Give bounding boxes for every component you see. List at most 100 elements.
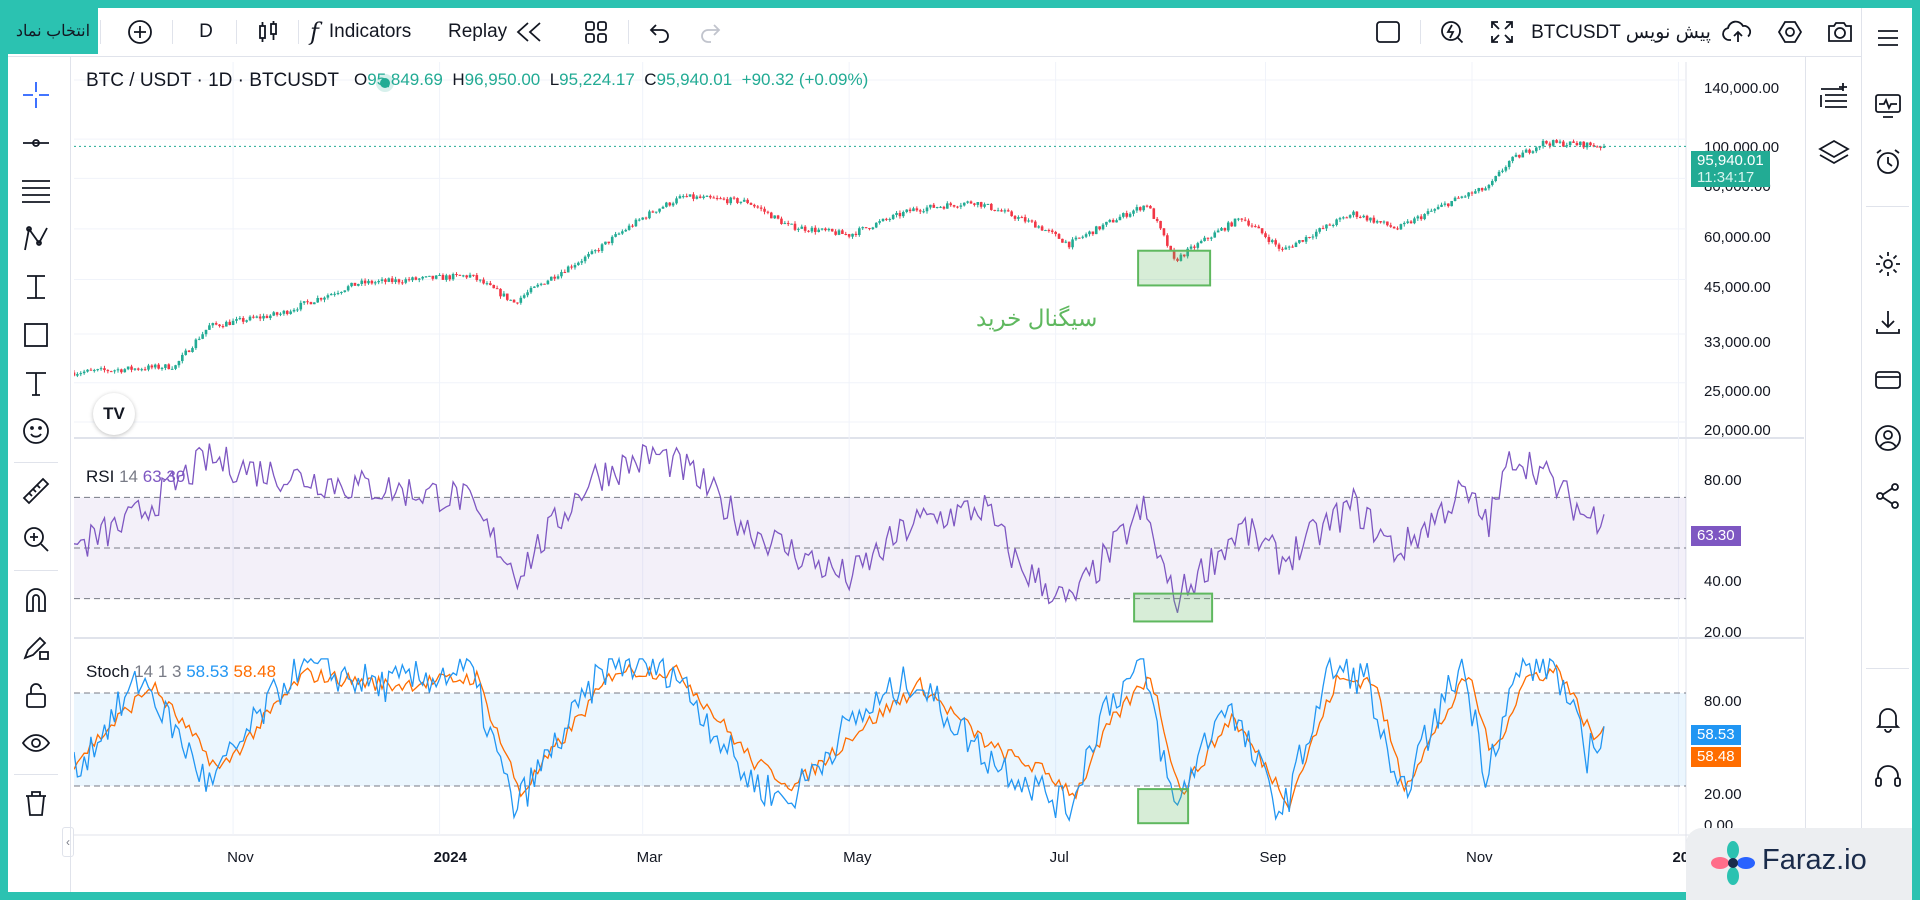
candle-body — [803, 226, 807, 231]
candle-body — [1027, 220, 1030, 222]
candle-body — [326, 295, 330, 298]
watchlist-button[interactable] — [1862, 84, 1912, 128]
candle-body — [1260, 228, 1264, 234]
emoji-tool[interactable] — [14, 411, 58, 451]
candle-body — [1023, 217, 1027, 222]
candle-body — [99, 368, 103, 370]
share-button[interactable] — [1862, 474, 1912, 518]
support-button[interactable] — [1862, 754, 1912, 798]
candle-body — [1281, 248, 1284, 250]
candle-body — [258, 316, 262, 319]
layout-button[interactable] — [574, 8, 618, 56]
ruler-icon — [22, 477, 50, 505]
candle-body — [1419, 216, 1423, 220]
stoch-legend[interactable]: Stoch 14 1 3 58.53 58.48 — [86, 662, 276, 682]
candle-body — [905, 209, 908, 212]
candle-body — [1257, 226, 1261, 229]
rsi-value: 63.30 — [142, 467, 186, 486]
candle-body — [705, 195, 709, 197]
function-icon: f — [310, 18, 319, 46]
publish-draft-label[interactable]: BTCUSDT پیش نویس — [1531, 21, 1711, 43]
candle-body — [874, 222, 878, 228]
fullscreen-window-button[interactable] — [1366, 8, 1410, 56]
candle-body — [1010, 211, 1013, 217]
candle-body — [593, 250, 597, 252]
settings-gear-button[interactable] — [1862, 242, 1912, 286]
fullscreen-button[interactable] — [1480, 8, 1524, 56]
candle-body — [577, 262, 580, 266]
alerts-button[interactable] — [1862, 140, 1912, 184]
download-button[interactable] — [1862, 300, 1912, 344]
candle-body — [1582, 141, 1585, 148]
chart-pane[interactable] — [74, 62, 1804, 882]
replay-label: Replay — [448, 21, 508, 42]
watermark-badge — [1686, 828, 1912, 900]
indicators-button[interactable]: f Indicators — [310, 8, 440, 56]
candle-body — [1030, 220, 1034, 222]
object-tree-button[interactable] — [1806, 75, 1862, 119]
collapse-toolbar-button[interactable]: ‹ — [62, 827, 74, 857]
text-tool[interactable] — [14, 363, 58, 403]
candle-body — [1277, 244, 1281, 249]
candle-body — [783, 223, 787, 225]
menu-button[interactable] — [1862, 16, 1912, 60]
layers-button[interactable] — [1806, 131, 1862, 175]
fib-tool[interactable] — [14, 171, 58, 211]
last-price: 95,940.01 — [1697, 152, 1764, 169]
tradingview-logo[interactable]: TV — [93, 393, 135, 435]
candle-body — [763, 208, 766, 212]
last-price-tag: 95,940.01 11:34:17 — [1691, 151, 1770, 187]
candle-body — [1267, 237, 1271, 242]
quick-search-button[interactable] — [1430, 8, 1474, 56]
shape-tool[interactable] — [14, 315, 58, 355]
candle-body — [1595, 146, 1599, 148]
hide-drawings-tool[interactable] — [14, 723, 58, 763]
candle-body — [1514, 154, 1518, 157]
price-axis-label: 60,000.00 — [1704, 228, 1771, 246]
candle-body — [925, 207, 929, 212]
candle-body — [1399, 224, 1403, 230]
market-status-dot[interactable] — [380, 78, 390, 88]
ruler-tool[interactable] — [14, 471, 58, 511]
candle-body — [299, 302, 303, 310]
wallet-button[interactable] — [1862, 358, 1912, 402]
notifications-button[interactable] — [1862, 696, 1912, 740]
rsi-legend[interactable]: RSI 14 63.30 — [86, 467, 185, 487]
candle-body — [810, 227, 814, 232]
stay-drawing-tool[interactable] — [14, 627, 58, 667]
replay-button[interactable]: Replay — [448, 8, 558, 56]
candle-body — [996, 210, 1000, 212]
undo-button[interactable] — [638, 8, 682, 56]
zoom-tool[interactable] — [14, 519, 58, 559]
rsi-axis-label: 80.00 — [1704, 472, 1742, 489]
add-symbol-button[interactable] — [118, 8, 162, 56]
settings-button[interactable] — [1768, 8, 1812, 56]
candle-body — [478, 279, 482, 281]
candle-body — [316, 298, 320, 303]
side-panel — [1805, 57, 1862, 892]
pattern-tool[interactable] — [14, 219, 58, 259]
profile-button[interactable] — [1862, 416, 1912, 460]
redo-button[interactable] — [688, 8, 732, 56]
candle-body — [363, 280, 367, 284]
lock-drawings-tool[interactable] — [14, 675, 58, 715]
candle-body — [922, 211, 925, 213]
trendline-tool[interactable] — [14, 123, 58, 163]
trash-icon — [26, 791, 46, 816]
candle-body — [1430, 210, 1433, 212]
measure-tool[interactable] — [14, 267, 58, 307]
remove-tool[interactable] — [14, 783, 58, 823]
symbol-search-button[interactable]: انتخاب نماد — [8, 8, 98, 54]
chart-type-button[interactable] — [246, 8, 290, 56]
candle-body — [553, 276, 556, 279]
crosshair-tool[interactable] — [14, 75, 58, 115]
candle-body — [634, 219, 638, 227]
snapshot-button[interactable] — [1818, 8, 1862, 56]
save-cloud-button[interactable] — [1716, 8, 1760, 56]
candle-body — [1585, 142, 1589, 148]
interval-button[interactable]: D — [199, 21, 213, 42]
price-axis-label: 45,000.00 — [1704, 279, 1771, 297]
candle-body — [1210, 237, 1213, 239]
chart-title[interactable]: BTC / USDT · 1D · BTCUSDT — [86, 70, 339, 91]
magnet-tool[interactable] — [14, 579, 58, 619]
